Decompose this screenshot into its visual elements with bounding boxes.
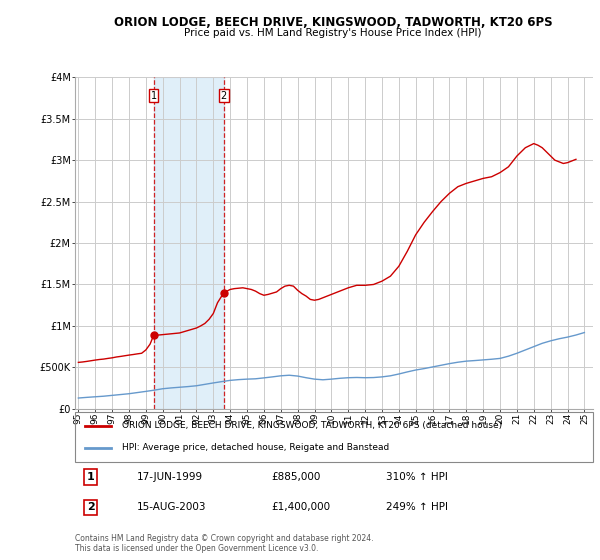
Text: 15-AUG-2003: 15-AUG-2003 bbox=[137, 502, 206, 512]
Text: Price paid vs. HM Land Registry's House Price Index (HPI): Price paid vs. HM Land Registry's House … bbox=[184, 28, 482, 38]
Text: £885,000: £885,000 bbox=[272, 472, 321, 482]
Text: £1,400,000: £1,400,000 bbox=[272, 502, 331, 512]
Text: 2: 2 bbox=[221, 91, 227, 101]
Text: ORION LODGE, BEECH DRIVE, KINGSWOOD, TADWORTH, KT20 6PS: ORION LODGE, BEECH DRIVE, KINGSWOOD, TAD… bbox=[113, 16, 553, 29]
Text: 2: 2 bbox=[86, 502, 94, 512]
Text: 17-JUN-1999: 17-JUN-1999 bbox=[137, 472, 203, 482]
Text: 1: 1 bbox=[86, 472, 94, 482]
Text: 1: 1 bbox=[151, 91, 157, 101]
Bar bbox=[154, 77, 224, 409]
Text: 249% ↑ HPI: 249% ↑ HPI bbox=[386, 502, 448, 512]
Text: 310% ↑ HPI: 310% ↑ HPI bbox=[386, 472, 448, 482]
Text: ORION LODGE, BEECH DRIVE, KINGSWOOD, TADWORTH, KT20 6PS (detached house): ORION LODGE, BEECH DRIVE, KINGSWOOD, TAD… bbox=[122, 421, 502, 430]
Text: Contains HM Land Registry data © Crown copyright and database right 2024.
This d: Contains HM Land Registry data © Crown c… bbox=[75, 534, 373, 553]
Text: HPI: Average price, detached house, Reigate and Banstead: HPI: Average price, detached house, Reig… bbox=[122, 444, 389, 452]
